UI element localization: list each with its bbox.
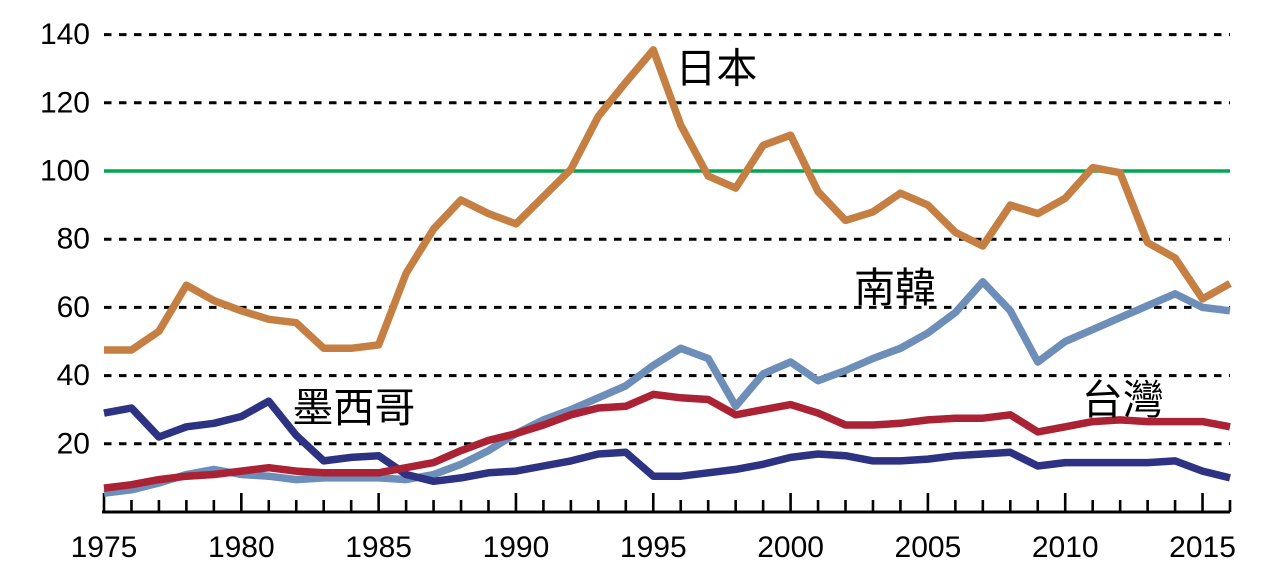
y-tick-label-100: 100	[40, 155, 90, 188]
x-tick-label-1975: 1975	[71, 531, 138, 564]
y-tick-label-80: 80	[57, 223, 90, 256]
series-label-taiwan: 台灣	[1082, 376, 1164, 424]
series-line-south-korea	[103, 278, 1231, 497]
series-label-mexico: 墨西哥	[292, 384, 415, 432]
x-tick-label-2000: 2000	[757, 531, 824, 564]
y-tick-label-120: 120	[40, 86, 90, 119]
series-line-mexico	[103, 397, 1231, 486]
x-tick-label-2015: 2015	[1169, 531, 1236, 564]
x-tick-label-1985: 1985	[345, 531, 412, 564]
y-tick-label-20: 20	[57, 427, 90, 460]
x-tick-label-1980: 1980	[208, 531, 275, 564]
series-line-japan	[104, 46, 1232, 354]
y-tick-label-40: 40	[57, 359, 90, 392]
x-tick-label-2010: 2010	[1032, 531, 1099, 564]
series-line-taiwan	[103, 390, 1231, 492]
y-tick-label-140: 140	[40, 18, 90, 51]
y-tick-label-60: 60	[57, 291, 90, 324]
x-tick-label-1995: 1995	[620, 531, 687, 564]
series-label-south-korea: 南韓	[854, 264, 936, 312]
x-tick-label-1990: 1990	[483, 531, 550, 564]
x-tick-label-2005: 2005	[895, 531, 962, 564]
series-label-japan: 日本	[675, 45, 757, 93]
